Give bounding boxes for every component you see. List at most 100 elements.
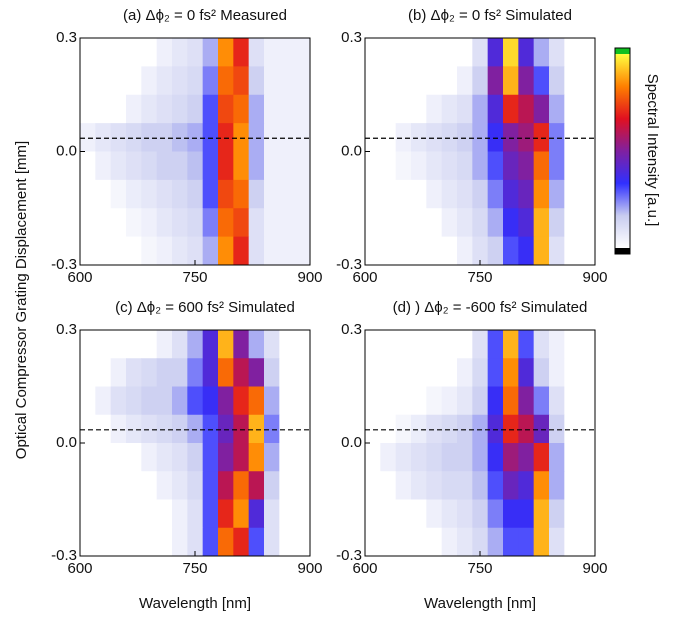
heatmap-cell — [141, 38, 158, 67]
heatmap-cell — [126, 236, 142, 266]
heatmap-cell — [365, 66, 381, 96]
heatmap-cell — [472, 330, 489, 359]
heatmap-cell — [218, 94, 234, 124]
heatmap-cell — [380, 414, 397, 444]
heatmap-cell — [533, 179, 550, 209]
heatmap-cell — [80, 94, 96, 124]
heatmap-cell — [579, 386, 596, 416]
heatmap-cell — [457, 443, 473, 472]
heatmap-cell — [564, 38, 581, 67]
heatmap-cell — [380, 386, 397, 416]
heatmap-cell — [172, 179, 188, 209]
heatmap-cell — [533, 414, 550, 444]
heatmap-cell — [110, 443, 127, 472]
heatmap-cell — [156, 471, 173, 500]
heatmap-cell — [411, 208, 427, 238]
heatmap-cell — [564, 527, 581, 557]
heatmap-cell — [202, 330, 219, 359]
heatmap-cell — [95, 123, 112, 152]
heatmap-cell — [294, 443, 311, 472]
heatmap-cell — [279, 527, 296, 557]
heatmap-cell — [365, 94, 381, 124]
heatmap-cell — [264, 499, 280, 529]
heatmap-cell — [395, 499, 412, 529]
heatmap-cell — [156, 386, 173, 416]
heatmap-cell — [218, 330, 234, 359]
heatmap-cell — [365, 358, 381, 387]
heatmap-cell — [172, 527, 188, 557]
heatmap-cell — [294, 123, 311, 152]
heatmap-cell — [503, 471, 519, 500]
heatmap-cell — [426, 151, 443, 181]
heatmap-cell — [380, 527, 397, 557]
heatmap-cell — [564, 358, 581, 387]
heatmap-cell — [202, 499, 219, 529]
heatmap-cell — [426, 414, 443, 444]
heatmap-cell — [279, 414, 296, 444]
heatmap-cell — [126, 208, 142, 238]
heatmap-cell — [156, 330, 173, 359]
heatmap-cell — [264, 179, 280, 209]
heatmap-cell — [503, 236, 519, 266]
heatmap-cell — [141, 330, 158, 359]
heatmap-cell — [141, 66, 158, 96]
heatmap-cell — [95, 66, 112, 96]
x-tick-label: 900 — [297, 560, 322, 577]
heatmap-cell — [411, 358, 427, 387]
heatmap-cell — [549, 358, 565, 387]
heatmap-cell — [441, 471, 458, 500]
heatmap-cell — [380, 66, 397, 96]
heatmap-cell — [549, 471, 565, 500]
heatmap-cell — [533, 94, 550, 124]
heatmap-cell — [294, 330, 311, 359]
heatmap-cell — [380, 94, 397, 124]
heatmap-cell — [441, 236, 458, 266]
heatmap-cell — [395, 66, 412, 96]
heatmap-cell — [579, 179, 596, 209]
heatmap-cell — [202, 151, 219, 181]
heatmap-cell — [564, 94, 581, 124]
heatmap-cell — [294, 208, 311, 238]
heatmap-cell — [518, 386, 535, 416]
heatmap-cell — [279, 443, 296, 472]
heatmap-cell — [503, 66, 519, 96]
heatmap-cell — [156, 123, 173, 152]
heatmap-cell — [411, 123, 427, 152]
heatmap-cell — [441, 179, 458, 209]
heatmap-cell — [457, 414, 473, 444]
heatmap-cell — [426, 94, 443, 124]
heatmap-cell — [441, 151, 458, 181]
heatmap-cell — [380, 330, 397, 359]
heatmap-cell — [472, 527, 489, 557]
heatmap-cell — [218, 236, 234, 266]
heatmap-cell — [503, 443, 519, 472]
heatmap-cell — [395, 386, 412, 416]
heatmap-cell — [80, 414, 96, 444]
heatmap-cell — [110, 151, 127, 181]
heatmap-cell — [80, 38, 96, 67]
heatmap-cell — [395, 443, 412, 472]
heatmap-cell — [264, 123, 280, 152]
heatmap-cell — [395, 151, 412, 181]
heatmap-cell — [172, 94, 188, 124]
heatmap-cell — [487, 471, 504, 500]
heatmap-cell — [187, 123, 204, 152]
heatmap-cell — [187, 414, 204, 444]
heatmap-cell — [126, 330, 142, 359]
heatmap-cell — [518, 179, 535, 209]
heatmap-cell — [248, 471, 265, 500]
panel-title: (c) Δϕ₂ = 600 fs² Simulated — [115, 299, 295, 316]
heatmap-cell — [141, 151, 158, 181]
y-tick-label: 0.3 — [56, 29, 77, 46]
heatmap-cell — [579, 499, 596, 529]
heatmap-cell — [518, 527, 535, 557]
heatmap-cell — [549, 123, 565, 152]
heatmap-cell — [564, 471, 581, 500]
heatmap-cell — [457, 386, 473, 416]
heatmap-cell — [172, 123, 188, 152]
heatmap-cell — [264, 414, 280, 444]
heatmap-cell — [518, 330, 535, 359]
heatmap-cell — [218, 151, 234, 181]
heatmap-cell — [365, 386, 381, 416]
heatmap-cell — [141, 123, 158, 152]
